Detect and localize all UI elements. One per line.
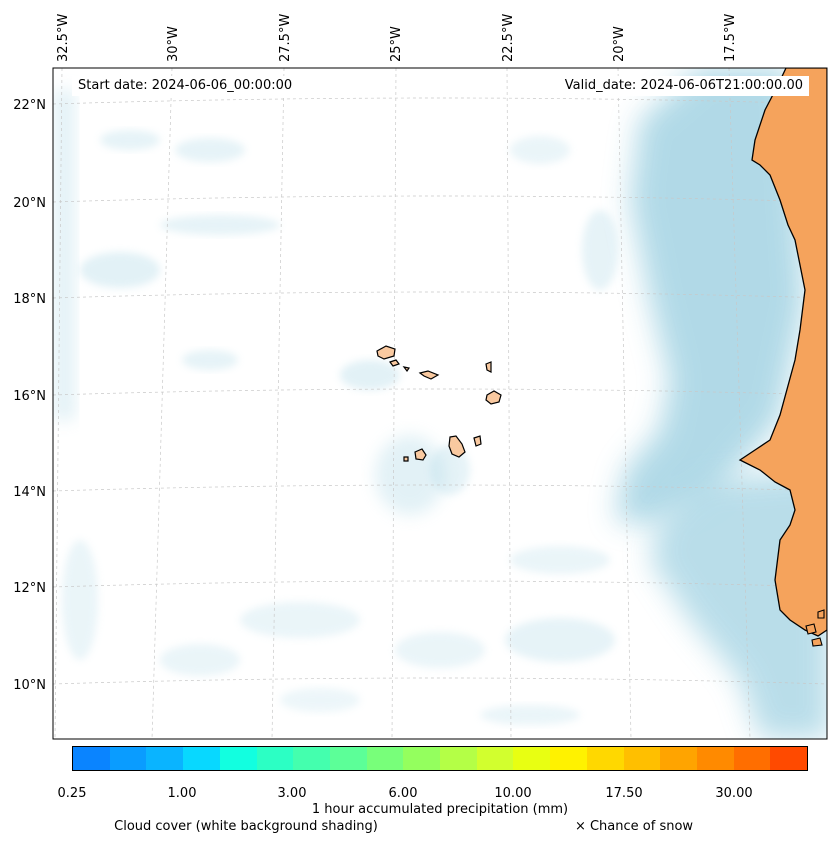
map-area [53, 68, 827, 739]
island-maio [473, 435, 482, 447]
map-frame [52, 67, 828, 740]
island-santiago [448, 435, 466, 458]
colorbar-segment [696, 747, 734, 770]
lat-label: 16°N [13, 389, 46, 404]
island-fogo [414, 448, 427, 461]
island-brava [403, 456, 409, 462]
precipitation-colorbar [72, 746, 808, 771]
lat-label: 10°N [13, 678, 46, 693]
island-santo-antao [376, 345, 396, 360]
colorbar-segment [623, 747, 661, 770]
colorbar-tick-label: 3.00 [277, 786, 307, 801]
colorbar-segment [329, 747, 367, 770]
colorbar-tick-label: 6.00 [388, 786, 418, 801]
colorbar-tick-label: 30.00 [715, 786, 753, 801]
colorbar-segment [513, 747, 551, 770]
colorbar-segment [733, 747, 771, 770]
colorbar-tick-label: 1.00 [167, 786, 197, 801]
colorbar-segment [586, 747, 624, 770]
island-boa-vista [485, 390, 502, 405]
island-sao-vicente [389, 359, 400, 367]
colorbar-segment [256, 747, 294, 770]
lon-label: 30°W [166, 26, 181, 62]
bijagos-islands [805, 609, 825, 647]
lon-label: 27.5°W [278, 14, 293, 62]
colorbar-segment [550, 747, 587, 770]
lon-label: 22.5°W [501, 14, 516, 62]
longitude-labels: 32.5°W 30°W 27.5°W 25°W 22.5°W 20°W 17.5… [56, 14, 738, 62]
lat-label: 22°N [13, 98, 46, 113]
island-sal [485, 361, 492, 373]
start-date-label: Start date: 2024-06-06_00:00:00 [72, 76, 299, 96]
island-sao-nicolau [418, 370, 440, 380]
colorbar-segment [109, 747, 147, 770]
colorbar-segment [476, 747, 514, 770]
lat-label: 18°N [13, 292, 46, 307]
african-mainland [738, 68, 827, 637]
cape-verde-islands [376, 345, 502, 462]
colorbar-segment [73, 747, 110, 770]
cloud-west-edge [53, 90, 75, 420]
lat-label: 12°N [13, 581, 46, 596]
graticule [53, 68, 827, 739]
latitude-labels: 22°N 20°N 18°N 16°N 14°N 12°N 10°N [13, 98, 46, 693]
lon-label: 25°W [389, 26, 404, 62]
colorbar-segment [440, 747, 477, 770]
snow-legend: × Chance of snow [574, 819, 694, 834]
cloud-cover-legend: Cloud cover (white background shading) [114, 819, 378, 834]
colorbar-tick-label: 17.50 [605, 786, 643, 801]
colorbar-tick-label: 10.00 [494, 786, 532, 801]
colorbar-segment [770, 747, 808, 770]
colorbar-segment [146, 747, 184, 770]
colorbar-tick-label: 0.25 [57, 786, 87, 801]
lon-label: 20°W [612, 26, 627, 62]
colorbar-segment [219, 747, 257, 770]
cloud-coastal-band [615, 68, 805, 525]
colorbar-segment [660, 747, 697, 770]
lon-label: 17.5°W [723, 14, 738, 62]
island-santa-luzia [402, 366, 410, 373]
lat-label: 14°N [13, 485, 46, 500]
lat-label: 20°N [13, 196, 46, 211]
colorbar-segment [403, 747, 441, 770]
colorbar-segment [183, 747, 220, 770]
lon-label: 32.5°W [56, 14, 71, 62]
colorbar-title: 1 hour accumulated precipitation (mm) [311, 802, 569, 817]
colorbar-segment [366, 747, 404, 770]
valid-date-label: Valid_date: 2024-06-06T21:00:00.00 [558, 76, 809, 96]
colorbar-segment [293, 747, 330, 770]
